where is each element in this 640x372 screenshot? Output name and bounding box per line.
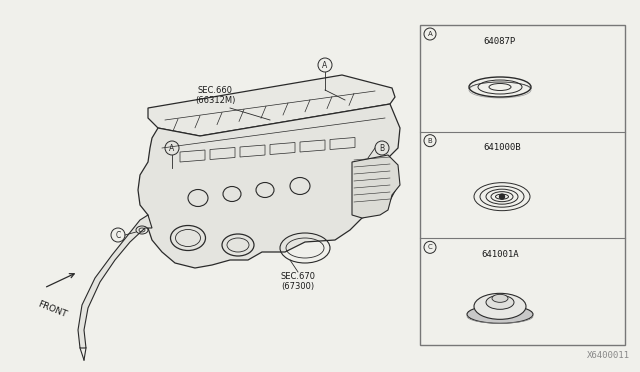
Bar: [420, 25, 625, 345]
Ellipse shape: [474, 294, 526, 319]
Text: A: A: [323, 61, 328, 70]
Text: C: C: [115, 231, 120, 240]
Text: 641001A: 641001A: [481, 250, 519, 259]
Polygon shape: [352, 155, 400, 218]
Ellipse shape: [486, 295, 514, 310]
Text: 64087P: 64087P: [484, 36, 516, 45]
Polygon shape: [138, 104, 400, 268]
Text: A: A: [170, 144, 175, 153]
Text: FRONT: FRONT: [36, 300, 68, 320]
Text: B: B: [428, 138, 433, 144]
Text: SEC.660
(66312M): SEC.660 (66312M): [195, 86, 235, 105]
Polygon shape: [148, 75, 395, 136]
Polygon shape: [78, 215, 152, 348]
Ellipse shape: [492, 294, 508, 302]
Text: SEC.670
(67300): SEC.670 (67300): [280, 272, 316, 291]
Circle shape: [499, 194, 504, 199]
Text: A: A: [428, 31, 433, 37]
Ellipse shape: [467, 305, 533, 323]
Text: C: C: [428, 244, 433, 250]
Text: B: B: [380, 144, 385, 153]
Text: X6400011: X6400011: [587, 351, 630, 360]
Text: 641000B: 641000B: [483, 143, 521, 152]
